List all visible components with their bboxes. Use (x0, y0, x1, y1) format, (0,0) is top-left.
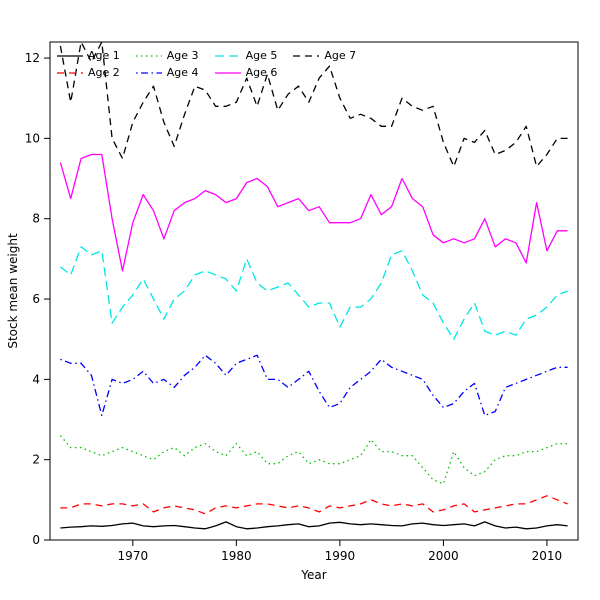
legend-label: Age 6 (245, 66, 278, 79)
x-tick-label: 2010 (532, 549, 563, 563)
y-tick-label: 6 (32, 292, 40, 306)
x-tick-label: 2000 (428, 549, 459, 563)
series-line-age-4 (60, 354, 568, 417)
series-line-age-3 (59, 435, 568, 485)
y-axis-label: Stock mean weight (6, 233, 20, 349)
legend-item-age-6: Age 6 (214, 66, 278, 79)
legend-label: Age 4 (166, 66, 199, 79)
legend-item-age-3: Age 3 (135, 49, 199, 62)
legend: Age 1 Age 2 Age 3 Age 4 Age 5 Age 6 Age 7 (57, 47, 356, 81)
legend-line-sample (57, 54, 83, 57)
legend-label: Age 3 (166, 49, 199, 62)
y-tick-label: 4 (32, 372, 40, 386)
legend-line-sample (214, 71, 241, 74)
legend-line-sample (57, 71, 83, 74)
series-line-age-5 (60, 246, 568, 340)
plot-box (49, 41, 579, 541)
series-line-age-6 (59, 153, 568, 272)
y-tick-label: 2 (32, 453, 40, 467)
legend-item-age-7: Age 7 (293, 49, 356, 62)
legend-line-sample (135, 54, 162, 57)
legend-item-age-5: Age 5 (214, 49, 278, 62)
x-axis-label: Year (301, 568, 327, 582)
x-tick-label: 1970 (118, 549, 149, 563)
x-tick-label: 1990 (325, 549, 356, 563)
y-tick-label: 12 (25, 51, 40, 65)
series-line-age-1 (60, 521, 568, 530)
legend-label: Age 5 (245, 49, 278, 62)
legend-item-age-2: Age 2 (57, 66, 120, 79)
legend-line-sample (214, 54, 241, 57)
x-tick-label: 1980 (221, 549, 252, 563)
y-tick-label: 10 (25, 131, 40, 145)
legend-label: Age 7 (324, 49, 357, 62)
legend-line-sample (293, 54, 320, 57)
legend-label: Age 2 (88, 66, 120, 79)
series-line-age-2 (60, 495, 568, 515)
legend-line-sample (135, 71, 162, 74)
y-tick-label: 8 (32, 212, 40, 226)
legend-item-age-4: Age 4 (135, 66, 199, 79)
series-line-age-7 (59, 41, 568, 168)
legend-item-age-1: Age 1 (57, 49, 120, 62)
legend-label: Age 1 (88, 49, 120, 62)
y-tick-label: 0 (32, 533, 40, 547)
